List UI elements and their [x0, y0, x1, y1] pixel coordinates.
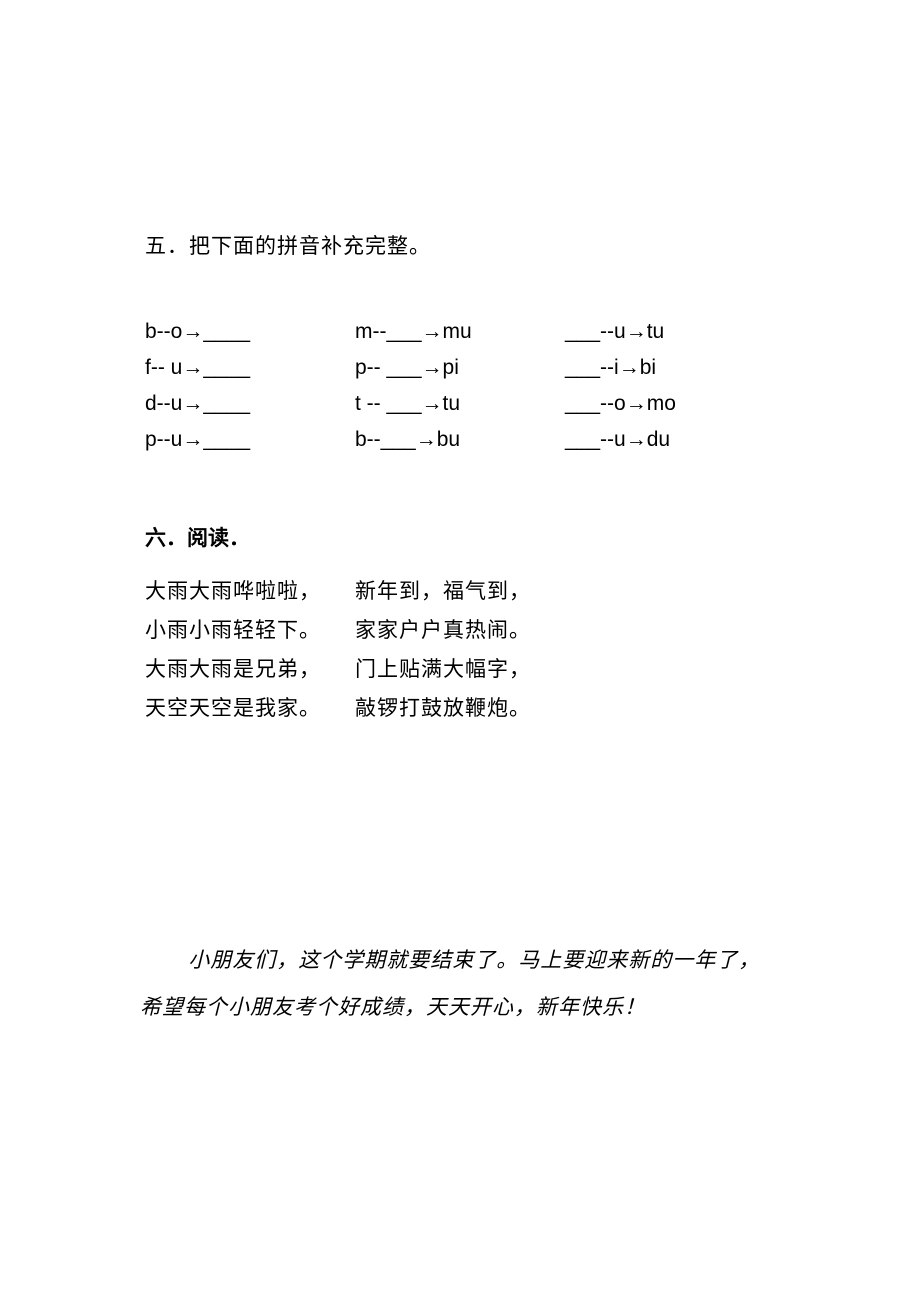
- poem-line: 天空天空是我家。: [145, 689, 355, 728]
- pinyin-cell: p--u→____: [145, 428, 355, 452]
- pinyin-cell: m--___→mu: [355, 320, 565, 344]
- poem-line: 新年到，福气到，: [355, 572, 655, 611]
- pinyin-cell: p-- ___→pi: [355, 356, 565, 380]
- pinyin-cell: t -- ___→tu: [355, 392, 565, 416]
- pinyin-cell: ___--u→tu: [565, 320, 765, 344]
- poem-line: 家家户户真热闹。: [355, 611, 655, 650]
- section-5-pinyin: 五．把下面的拼音补充完整。 b--o→____ m--___→mu ___--u…: [145, 230, 775, 452]
- pinyin-cell: ___--i→bi: [565, 356, 765, 380]
- section-6-reading: 六．阅读． 大雨大雨哗啦啦， 小雨小雨轻轻下。 大雨大雨是兄弟， 天空天空是我家…: [145, 522, 775, 727]
- pinyin-exercise-grid: b--o→____ m--___→mu ___--u→tu f-- u→____…: [145, 320, 775, 452]
- poem-line: 大雨大雨是兄弟，: [145, 650, 355, 689]
- pinyin-cell: f-- u→____: [145, 356, 355, 380]
- poem-left-column: 大雨大雨哗啦啦， 小雨小雨轻轻下。 大雨大雨是兄弟， 天空天空是我家。: [145, 572, 355, 727]
- poem-columns: 大雨大雨哗啦啦， 小雨小雨轻轻下。 大雨大雨是兄弟， 天空天空是我家。 新年到，…: [145, 572, 775, 727]
- pinyin-cell: b--o→____: [145, 320, 355, 344]
- pinyin-cell: d--u→____: [145, 392, 355, 416]
- poem-line: 小雨小雨轻轻下。: [145, 611, 355, 650]
- section-5-heading: 五．把下面的拼音补充完整。: [145, 230, 775, 260]
- poem-line: 敲锣打鼓放鞭炮。: [355, 689, 655, 728]
- section-6-heading: 六．阅读．: [145, 522, 775, 552]
- pinyin-cell: ___--o→mo: [565, 392, 765, 416]
- poem-line: 门上贴满大幅字，: [355, 650, 655, 689]
- poem-line: 大雨大雨哗啦啦，: [145, 572, 355, 611]
- pinyin-cell: b--___→bu: [355, 428, 565, 452]
- poem-right-column: 新年到，福气到， 家家户户真热闹。 门上贴满大幅字， 敲锣打鼓放鞭炮。: [355, 572, 655, 727]
- pinyin-cell: ___--u→du: [565, 428, 765, 452]
- closing-message: 小朋友们，这个学期就要结束了。马上要迎来新的一年了，希望每个小朋友考个好成绩，天…: [140, 937, 775, 1029]
